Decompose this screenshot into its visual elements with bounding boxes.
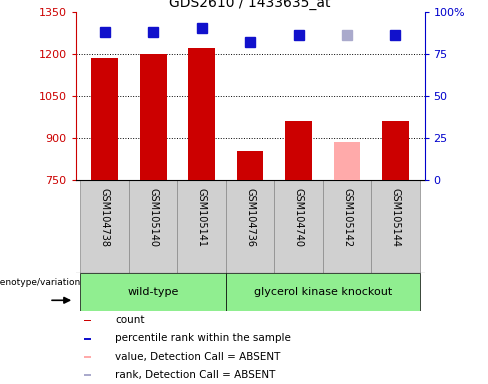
Bar	[371, 180, 420, 273]
Bar	[274, 180, 323, 273]
Bar	[188, 48, 215, 180]
Text: GSM105140: GSM105140	[148, 188, 158, 247]
Bar	[178, 180, 226, 273]
Text: value, Detection Call = ABSENT: value, Detection Call = ABSENT	[116, 352, 281, 362]
Bar	[83, 338, 91, 339]
Text: GSM104736: GSM104736	[245, 188, 255, 247]
Bar	[83, 320, 91, 321]
Text: GSM105144: GSM105144	[390, 188, 401, 247]
Bar	[382, 121, 409, 180]
Bar	[285, 121, 312, 180]
Bar	[83, 374, 91, 376]
Text: rank, Detection Call = ABSENT: rank, Detection Call = ABSENT	[116, 370, 276, 380]
Text: count: count	[116, 315, 145, 325]
Text: GSM104738: GSM104738	[100, 188, 110, 247]
Bar	[140, 54, 166, 180]
Text: wild-type: wild-type	[127, 287, 179, 297]
Bar	[334, 142, 360, 180]
Bar	[81, 273, 226, 311]
Text: GSM105141: GSM105141	[197, 188, 206, 247]
Bar	[226, 273, 420, 311]
Bar	[323, 180, 371, 273]
Text: GSM104740: GSM104740	[294, 188, 304, 247]
Title: GDS2610 / 1433635_at: GDS2610 / 1433635_at	[169, 0, 331, 10]
Bar	[81, 180, 129, 273]
Bar	[91, 58, 118, 180]
Text: glycerol kinase knockout: glycerol kinase knockout	[254, 287, 392, 297]
Bar	[226, 180, 274, 273]
Bar	[83, 356, 91, 358]
Bar	[237, 151, 264, 180]
Text: genotype/variation: genotype/variation	[0, 278, 81, 287]
Bar	[129, 180, 178, 273]
Text: GSM105142: GSM105142	[342, 188, 352, 247]
Text: percentile rank within the sample: percentile rank within the sample	[116, 333, 291, 343]
